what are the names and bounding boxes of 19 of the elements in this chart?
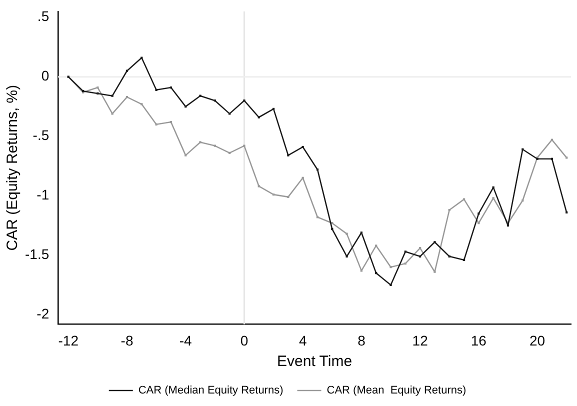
x-tick-label: -8	[120, 332, 134, 348]
x-tick-label: 8	[358, 332, 366, 348]
x-axis-title: Event Time	[277, 353, 352, 370]
legend-label: CAR (Median Equity Returns)	[138, 384, 284, 397]
y-tick-label: -1.5	[25, 246, 50, 262]
y-tick-label: 0	[41, 68, 50, 84]
y-tick-label: -.5	[32, 127, 50, 144]
y-tick-label: .5	[37, 8, 50, 24]
y-tick-label: -1	[36, 186, 50, 203]
x-tick-label: 4	[298, 332, 307, 348]
x-tick-label: 0	[240, 332, 248, 348]
x-tick-label: 20	[530, 332, 546, 348]
x-tick-label: -12	[58, 332, 79, 348]
x-tick-label: 12	[412, 332, 428, 348]
legend-label: CAR (Mean Equity Returns)	[326, 384, 466, 397]
y-tick-label: -2	[36, 306, 50, 322]
x-tick-label: 16	[470, 332, 487, 348]
x-tick-label: -4	[179, 332, 192, 348]
y-axis-title: CAR (Equity Returns, %)	[4, 84, 22, 251]
